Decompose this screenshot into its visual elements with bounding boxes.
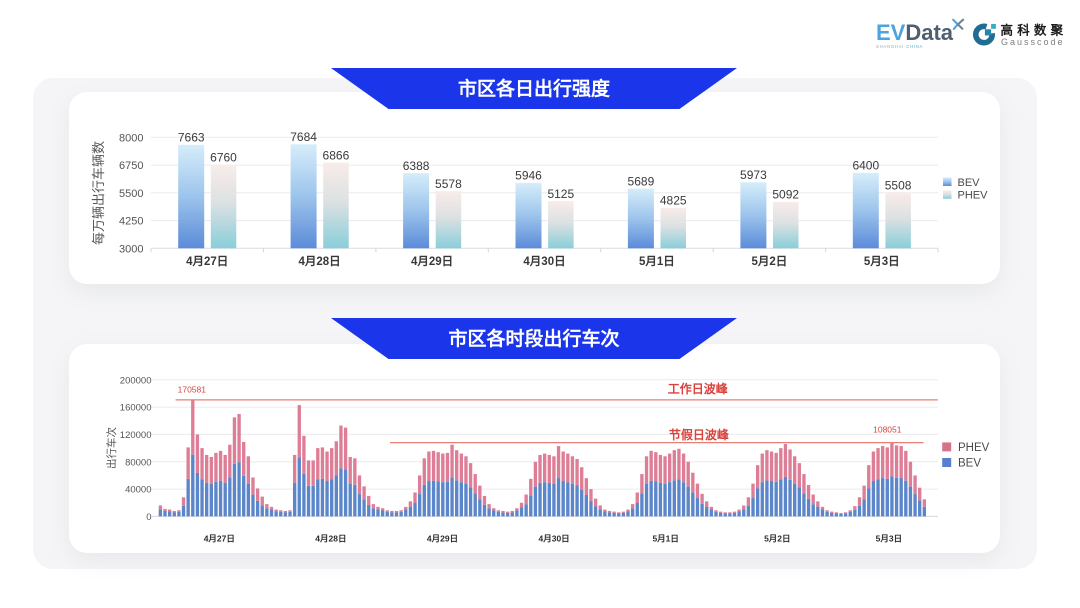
- svg-text:5月2日: 5月2日: [764, 534, 790, 544]
- svg-text:4月28日: 4月28日: [299, 255, 341, 268]
- svg-text:节假日波峰: 节假日波峰: [669, 427, 730, 442]
- svg-text:120000: 120000: [120, 430, 152, 441]
- svg-text:EVData: EVData: [876, 20, 954, 45]
- svg-text:3000: 3000: [119, 243, 143, 255]
- svg-text:0: 0: [146, 512, 151, 523]
- svg-text:5月1日: 5月1日: [639, 255, 675, 268]
- svg-text:7663: 7663: [178, 131, 205, 145]
- svg-text:每万辆出行车辆数: 每万辆出行车辆数: [91, 141, 106, 245]
- svg-text:BEV: BEV: [958, 177, 981, 189]
- svg-text:4月30日: 4月30日: [523, 255, 565, 268]
- svg-text:5月3日: 5月3日: [864, 255, 900, 268]
- svg-text:出行车次: 出行车次: [105, 427, 118, 469]
- svg-text:5946: 5946: [515, 169, 542, 183]
- svg-text:5508: 5508: [885, 178, 912, 192]
- svg-text:4月29日: 4月29日: [427, 534, 458, 544]
- svg-text:4月29日: 4月29日: [411, 255, 453, 268]
- svg-text:5125: 5125: [547, 187, 574, 201]
- svg-text:5578: 5578: [435, 177, 462, 191]
- svg-text:5月1日: 5月1日: [652, 534, 678, 544]
- svg-text:Gausscode: Gausscode: [1001, 37, 1065, 47]
- svg-text:PHEV: PHEV: [958, 442, 990, 454]
- svg-text:BEV: BEV: [958, 458, 981, 470]
- svg-text:PHEV: PHEV: [958, 190, 989, 202]
- svg-text:6400: 6400: [852, 159, 879, 173]
- svg-text:6760: 6760: [210, 151, 237, 165]
- svg-text:200000: 200000: [120, 375, 152, 386]
- svg-text:8000: 8000: [119, 132, 143, 144]
- svg-text:6866: 6866: [323, 148, 350, 162]
- svg-text:5月2日: 5月2日: [752, 255, 788, 268]
- svg-text:160000: 160000: [120, 403, 152, 414]
- svg-text:4月28日: 4月28日: [315, 534, 346, 544]
- svg-text:4月27日: 4月27日: [204, 534, 235, 544]
- svg-text:108051: 108051: [873, 425, 902, 435]
- svg-text:5092: 5092: [772, 188, 799, 202]
- svg-text:5973: 5973: [740, 168, 767, 182]
- svg-text:工作日波峰: 工作日波峰: [668, 381, 729, 396]
- svg-text:5689: 5689: [628, 174, 655, 188]
- svg-text:5月3日: 5月3日: [876, 534, 902, 544]
- svg-text:5500: 5500: [119, 188, 143, 200]
- svg-text:SHANGHAI CHINA: SHANGHAI CHINA: [876, 44, 923, 49]
- svg-text:6750: 6750: [119, 160, 143, 172]
- svg-text:6388: 6388: [403, 159, 430, 173]
- svg-text:170581: 170581: [178, 385, 207, 395]
- svg-text:4月27日: 4月27日: [186, 255, 228, 268]
- svg-text:4月30日: 4月30日: [539, 534, 570, 544]
- svg-text:7684: 7684: [290, 130, 317, 144]
- svg-text:4825: 4825: [660, 194, 687, 208]
- svg-text:80000: 80000: [125, 457, 151, 468]
- svg-text:高科数聚: 高科数聚: [1001, 23, 1068, 38]
- svg-text:40000: 40000: [125, 485, 151, 496]
- svg-text:4250: 4250: [119, 216, 143, 228]
